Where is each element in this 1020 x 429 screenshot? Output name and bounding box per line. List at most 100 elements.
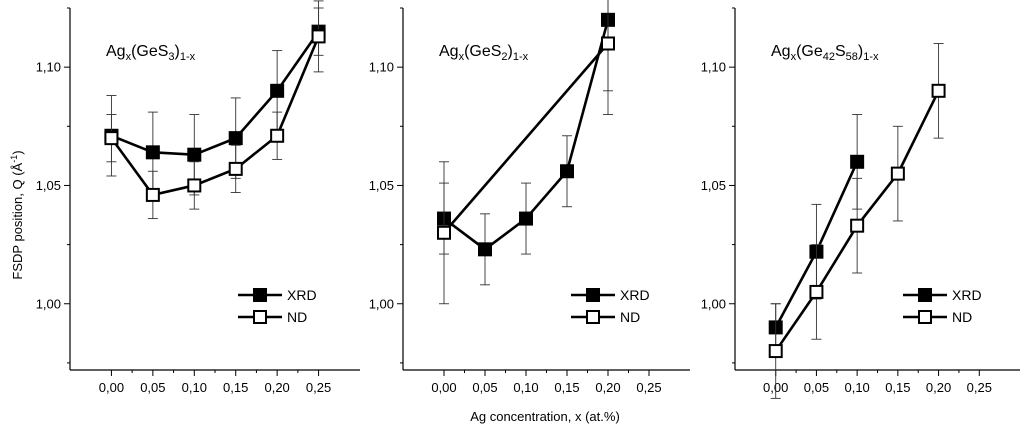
- title-subscript: x: [126, 51, 132, 63]
- title-subscript: 1-x: [513, 51, 529, 63]
- data-point: [437, 225, 451, 240]
- data-point: [145, 145, 160, 160]
- legend-label: ND: [952, 309, 972, 325]
- legend-label: XRD: [287, 287, 317, 303]
- title-text: Ag: [106, 43, 126, 60]
- title-text: S: [835, 43, 846, 60]
- title-subscript: 3: [168, 51, 174, 63]
- data-point: [228, 131, 243, 146]
- y-tick-label: 1,00: [36, 296, 61, 311]
- legend-marker: [253, 310, 267, 324]
- data-point: [601, 36, 615, 51]
- data-point: [850, 218, 865, 233]
- legend-marker: [918, 288, 932, 302]
- y-axis-label: FSDP position, Q (Å-1): [9, 150, 25, 279]
- data-point: [478, 242, 492, 257]
- y-tick-label: 1,10: [36, 60, 61, 75]
- x-tick-label: 0,20: [926, 380, 951, 395]
- x-axis-label: Ag concentration, x (at.%): [470, 409, 620, 424]
- title-text: (GeS: [464, 43, 501, 60]
- data-point: [187, 178, 202, 193]
- x-tick-label: 0,05: [472, 380, 497, 395]
- data-point: [931, 83, 946, 98]
- data-point: [809, 284, 824, 299]
- data-point: [560, 164, 574, 179]
- y-tick-label: 1,00: [701, 296, 726, 311]
- series-xrd: [437, 0, 615, 286]
- panel-title: Agx(Ge42S58)1-x: [771, 43, 879, 63]
- y-tick-label: 1,05: [701, 178, 726, 193]
- y-tick-label: 1,10: [701, 60, 726, 75]
- title-text: Ag: [771, 43, 791, 60]
- data-point: [270, 128, 285, 143]
- legend-label: ND: [620, 309, 640, 325]
- data-point: [311, 29, 326, 44]
- title-text: ): [508, 43, 513, 60]
- data-point: [890, 166, 905, 181]
- legend-marker: [253, 288, 267, 302]
- data-point: [145, 187, 160, 202]
- x-tick-label: 0,20: [264, 380, 289, 395]
- legend: XRD ND: [238, 287, 317, 325]
- title-subscript: 42: [823, 51, 835, 63]
- y-tick-label: 1,05: [36, 178, 61, 193]
- series-line: [443, 42, 609, 234]
- chart-panel-1: 0,00 0,05 0,10 0,15 0,20 0,25 1,00 1,05 1,10 Agx(…: [36, 0, 360, 395]
- title-subscript: 58: [846, 51, 858, 63]
- y-tick-label: 1,05: [369, 178, 394, 193]
- legend-marker: [918, 310, 932, 324]
- x-tick-label: 0,15: [885, 380, 910, 395]
- title-text: Ag: [439, 43, 459, 60]
- legend-marker: [586, 288, 600, 302]
- title-text: ): [858, 43, 863, 60]
- chart-panel-3: 0,00 0,05 0,10 0,15 0,20 0,251,001,051,10Agx(…: [701, 7, 1020, 399]
- series-nd: [437, 0, 615, 305]
- y-tick-label: 1,00: [369, 296, 394, 311]
- title-subscript: x: [791, 51, 797, 63]
- data-point: [228, 161, 243, 176]
- x-tick-label: 0,05: [140, 380, 165, 395]
- x-tick-label: 0,05: [804, 380, 829, 395]
- legend: XRD ND: [903, 287, 982, 325]
- panel-title: Agx(GeS3)1-x: [106, 43, 196, 63]
- data-point: [104, 131, 119, 146]
- y-axis-label-superscript: -1: [9, 155, 19, 163]
- title-text: (GeS: [131, 43, 168, 60]
- legend-marker: [586, 310, 600, 324]
- y-axis-label-text: FSDP position, Q (Å: [10, 162, 25, 279]
- series-line: [110, 35, 320, 197]
- y-tick-label: 1,10: [369, 60, 394, 75]
- title-subscript: 1-x: [180, 51, 196, 63]
- series-nd: [768, 43, 946, 399]
- data-point: [850, 154, 865, 169]
- title-subscript: 1-x: [863, 51, 879, 63]
- x-tick-label: 0,15: [223, 380, 248, 395]
- x-tick-label: 0,20: [595, 380, 620, 395]
- x-tick-label: 0,00: [431, 380, 456, 395]
- x-tick-label: 0,25: [636, 380, 661, 395]
- panel-title: Agx(GeS2)1-x: [439, 43, 529, 63]
- legend: XRD ND: [571, 287, 650, 325]
- title-subscript: x: [459, 51, 465, 63]
- legend-label: XRD: [952, 287, 982, 303]
- data-point: [187, 147, 202, 162]
- legend-label: ND: [287, 309, 307, 325]
- x-tick-label: 0,25: [967, 380, 992, 395]
- chart-panel-2: 0,00 0,05 0,10 0,15 0,20 0,25 1,00 1,05 1,10 Agx(…: [369, 0, 690, 395]
- x-tick-label: 0,00: [99, 380, 124, 395]
- data-point: [768, 344, 783, 359]
- x-tick-label: 0,25: [306, 380, 331, 395]
- title-subscript: 2: [501, 51, 507, 63]
- y-axis-label-close: ): [10, 150, 25, 154]
- series-nd: [104, 0, 326, 220]
- data-point: [270, 83, 285, 98]
- x-tick-label: 0,10: [182, 380, 207, 395]
- x-tick-label: 0,10: [844, 380, 869, 395]
- x-tick-label: 0,10: [513, 380, 538, 395]
- legend-label: XRD: [620, 287, 650, 303]
- x-tick-label: 0,15: [554, 380, 579, 395]
- title-text: (Ge: [796, 43, 823, 60]
- title-text: ): [175, 43, 180, 60]
- data-point: [519, 211, 533, 226]
